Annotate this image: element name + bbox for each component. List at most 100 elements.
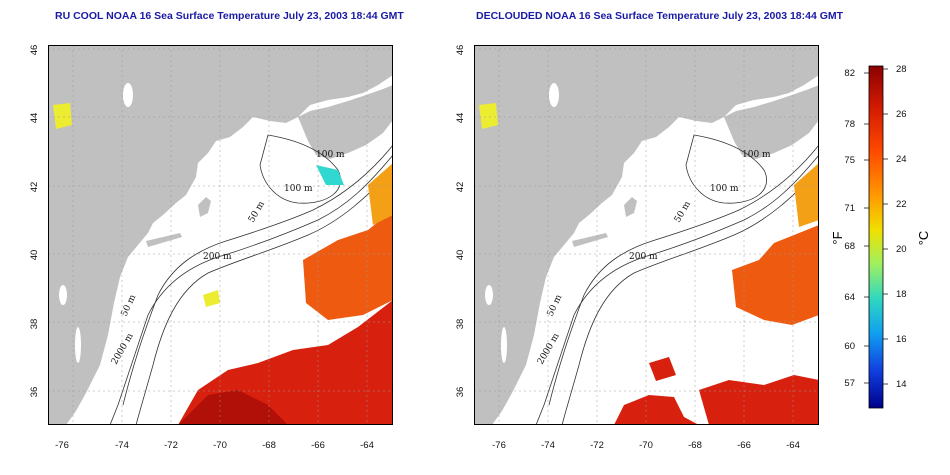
lat-tick-label: 42 xyxy=(29,182,40,193)
lon-tick-label: -66 xyxy=(311,440,325,451)
celsius-tick-marks xyxy=(883,68,888,385)
celsius-tick: 18 xyxy=(896,289,907,300)
sst-yellow-speck xyxy=(203,290,220,307)
lon-tick-label: -72 xyxy=(164,440,178,451)
lon-tick-label: -70 xyxy=(213,440,227,451)
lat-tick-label: 38 xyxy=(455,319,466,330)
lake-icon xyxy=(123,83,133,107)
fahrenheit-unit-label: °F xyxy=(830,231,845,244)
cape-cod-land xyxy=(624,197,637,217)
fahrenheit-tick-marks xyxy=(864,72,869,384)
cape-cod-land xyxy=(198,197,211,217)
lake-icon xyxy=(75,327,81,363)
sst-cyan-patch xyxy=(316,165,344,185)
raw-sst-map-svg: 100 m 100 m 50 m 200 m 50 m 2000 m xyxy=(48,45,393,425)
fahrenheit-tick: 75 xyxy=(844,155,855,166)
right-map-title: DECLOUDED NOAA 16 Sea Surface Temperatur… xyxy=(476,10,844,22)
contour-label-100m: 100 m xyxy=(710,184,739,194)
lon-tick-label: -74 xyxy=(541,440,555,451)
contour-label-200m: 200 m xyxy=(203,252,232,262)
bathymetry-contour-50m xyxy=(685,134,767,204)
bathymetry-contour-200m xyxy=(535,154,819,425)
declouded-sst-map: 100 m 100 m 50 m 200 m 50 m 2000 m xyxy=(474,45,819,425)
sst-orange-patch xyxy=(303,210,393,320)
nova-scotia-land xyxy=(298,85,393,159)
sst-warm-patch xyxy=(649,357,676,381)
celsius-tick: 14 xyxy=(896,379,907,390)
lat-tick-label: 36 xyxy=(29,387,40,398)
contour-label-100m: 100 m xyxy=(284,184,313,194)
land-mass xyxy=(474,45,819,425)
lake-icon xyxy=(59,285,67,305)
map-frame xyxy=(48,45,393,425)
fahrenheit-tick: 57 xyxy=(844,378,855,389)
lon-tick-label: -66 xyxy=(737,440,751,451)
contour-label-100m: 100 m xyxy=(742,150,771,160)
fahrenheit-tick: 78 xyxy=(844,119,855,130)
bathymetry-contour-50m xyxy=(259,134,341,204)
lat-tick-label: 46 xyxy=(455,45,466,56)
lon-tick-label: -74 xyxy=(115,440,129,451)
nova-scotia-land xyxy=(724,85,819,159)
sst-warm-patch xyxy=(699,375,819,425)
lat-tick-label: 46 xyxy=(29,45,40,56)
bathymetry-contour-100m xyxy=(122,144,393,406)
left-lon-axis: -76 -74 -72 -70 -68 -66 -64 xyxy=(55,440,374,451)
lat-tick-label: 44 xyxy=(455,113,466,124)
lat-tick-label: 42 xyxy=(455,182,466,193)
map-frame xyxy=(474,45,819,425)
lon-tick-label: -68 xyxy=(262,440,276,451)
lake-icon xyxy=(485,285,493,305)
long-island-land xyxy=(146,233,182,247)
lon-tick-label: -72 xyxy=(590,440,604,451)
contour-label-200m: 200 m xyxy=(629,252,658,262)
fahrenheit-tick: 64 xyxy=(844,292,855,303)
long-island-land xyxy=(572,233,608,247)
celsius-tick: 16 xyxy=(896,334,907,345)
bathymetry-contour-2000m xyxy=(135,169,393,425)
sst-orange-patch xyxy=(732,225,819,325)
left-lat-axis: 36 38 40 42 44 46 xyxy=(29,45,40,398)
celsius-scale: 28 26 24 22 20 18 16 14 xyxy=(896,64,907,390)
celsius-tick: 24 xyxy=(896,154,907,165)
lon-tick-label: -70 xyxy=(639,440,653,451)
bathymetry-contour-2000m xyxy=(561,169,819,425)
raw-sst-map: 100 m 100 m 50 m 200 m 50 m 2000 m xyxy=(48,45,393,425)
lat-tick-label: 40 xyxy=(455,250,466,261)
celsius-unit-label: °C xyxy=(916,231,931,246)
lon-tick-label: -64 xyxy=(786,440,800,451)
lake-icon xyxy=(501,327,507,363)
bathymetry-contour-200m xyxy=(109,154,393,425)
celsius-tick: 26 xyxy=(896,109,907,120)
sst-amber-patch xyxy=(794,163,819,227)
lon-tick-label: -68 xyxy=(688,440,702,451)
sst-yellow-patch xyxy=(53,103,72,129)
celsius-tick: 22 xyxy=(896,199,907,210)
sst-warm-patch xyxy=(614,395,699,425)
lon-tick-label: -76 xyxy=(55,440,69,451)
land-mass xyxy=(48,45,393,425)
celsius-tick: 28 xyxy=(896,64,907,75)
sst-amber-patch xyxy=(368,163,393,225)
lat-tick-label: 38 xyxy=(29,319,40,330)
lat-tick-label: 44 xyxy=(29,113,40,124)
lat-tick-label: 40 xyxy=(29,250,40,261)
celsius-tick: 20 xyxy=(896,244,907,255)
right-lat-axis: 36 38 40 42 44 46 xyxy=(455,45,466,398)
fahrenheit-scale: 82 78 75 71 68 64 60 57 xyxy=(844,68,855,389)
graticule xyxy=(48,45,393,425)
bathymetry-contour-100m xyxy=(548,144,819,406)
lon-tick-label: -64 xyxy=(360,440,374,451)
fahrenheit-tick: 68 xyxy=(844,241,855,252)
lat-tick-label: 36 xyxy=(455,387,466,398)
lake-icon xyxy=(549,83,559,107)
fahrenheit-tick: 82 xyxy=(844,68,855,79)
sst-hot-patch xyxy=(178,390,288,425)
lon-tick-label: -76 xyxy=(492,440,506,451)
fahrenheit-tick: 71 xyxy=(844,203,855,214)
colorbar-svg: 82 78 75 71 68 64 60 57 28 26 24 22 20 1… xyxy=(830,64,931,409)
right-lon-axis: -76 -74 -72 -70 -68 -66 -64 xyxy=(492,440,800,451)
sst-yellow-patch xyxy=(479,103,498,129)
temperature-colorbar: 82 78 75 71 68 64 60 57 28 26 24 22 20 1… xyxy=(820,60,950,420)
